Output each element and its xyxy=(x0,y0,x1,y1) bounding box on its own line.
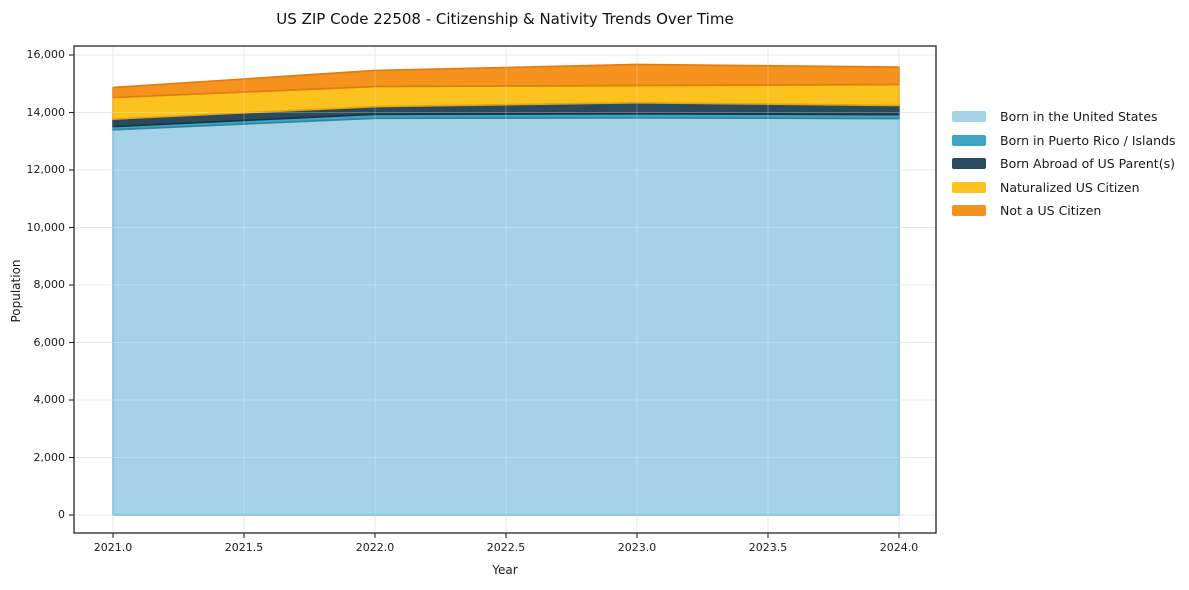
y-tick-label: 8,000 xyxy=(33,278,66,291)
x-tick-label: 2024.0 xyxy=(879,541,919,554)
legend-swatch-born-in-us xyxy=(952,111,986,123)
legend-swatch-naturalized xyxy=(952,181,986,193)
x-tick-label: 2023.5 xyxy=(748,541,788,554)
x-tick-label: 2022.0 xyxy=(355,541,395,554)
x-tick-label: 2022.5 xyxy=(486,541,526,554)
chart-title: US ZIP Code 22508 - Citizenship & Nativi… xyxy=(276,10,734,28)
legend-swatch-born-abroad xyxy=(952,158,986,170)
legend-label: Not a US Citizen xyxy=(1000,203,1102,219)
y-tick-label: 16,000 xyxy=(26,48,66,61)
legend-item: Born Abroad of US Parent(s) xyxy=(952,152,1176,176)
legend-swatch-born-in-puerto-rico xyxy=(952,134,986,146)
y-tick-label: 2,000 xyxy=(33,450,66,464)
legend-label: Naturalized US Citizen xyxy=(1000,179,1140,195)
legend-item: Born in Puerto Rico / Islands xyxy=(952,129,1176,153)
x-tick-label: 2021.5 xyxy=(224,541,264,554)
x-tick-label: 2023.0 xyxy=(617,541,657,554)
y-tick-label: 6,000 xyxy=(33,335,66,349)
legend-label: Born in the United States xyxy=(1000,109,1158,125)
legend-item: Born in the United States xyxy=(952,105,1176,129)
x-tick-label: 2021.0 xyxy=(93,541,133,554)
x-axis-label: Year xyxy=(492,563,518,577)
y-tick-label: 14,000 xyxy=(26,105,66,119)
y-tick-label: 4,000 xyxy=(33,393,66,406)
legend: Born in the United States Born in Puerto… xyxy=(952,105,1176,223)
legend-label: Born in Puerto Rico / Islands xyxy=(1000,132,1176,148)
legend-swatch-not-citizen xyxy=(952,205,986,217)
y-tick-label: 12,000 xyxy=(26,163,66,176)
y-axis-label: Population xyxy=(9,259,23,323)
legend-item: Not a US Citizen xyxy=(952,199,1176,223)
legend-label: Born Abroad of US Parent(s) xyxy=(1000,156,1175,172)
y-tick-label: 10,000 xyxy=(26,220,66,234)
legend-item: Naturalized US Citizen xyxy=(952,176,1176,200)
y-tick-label: 0 xyxy=(58,508,65,521)
